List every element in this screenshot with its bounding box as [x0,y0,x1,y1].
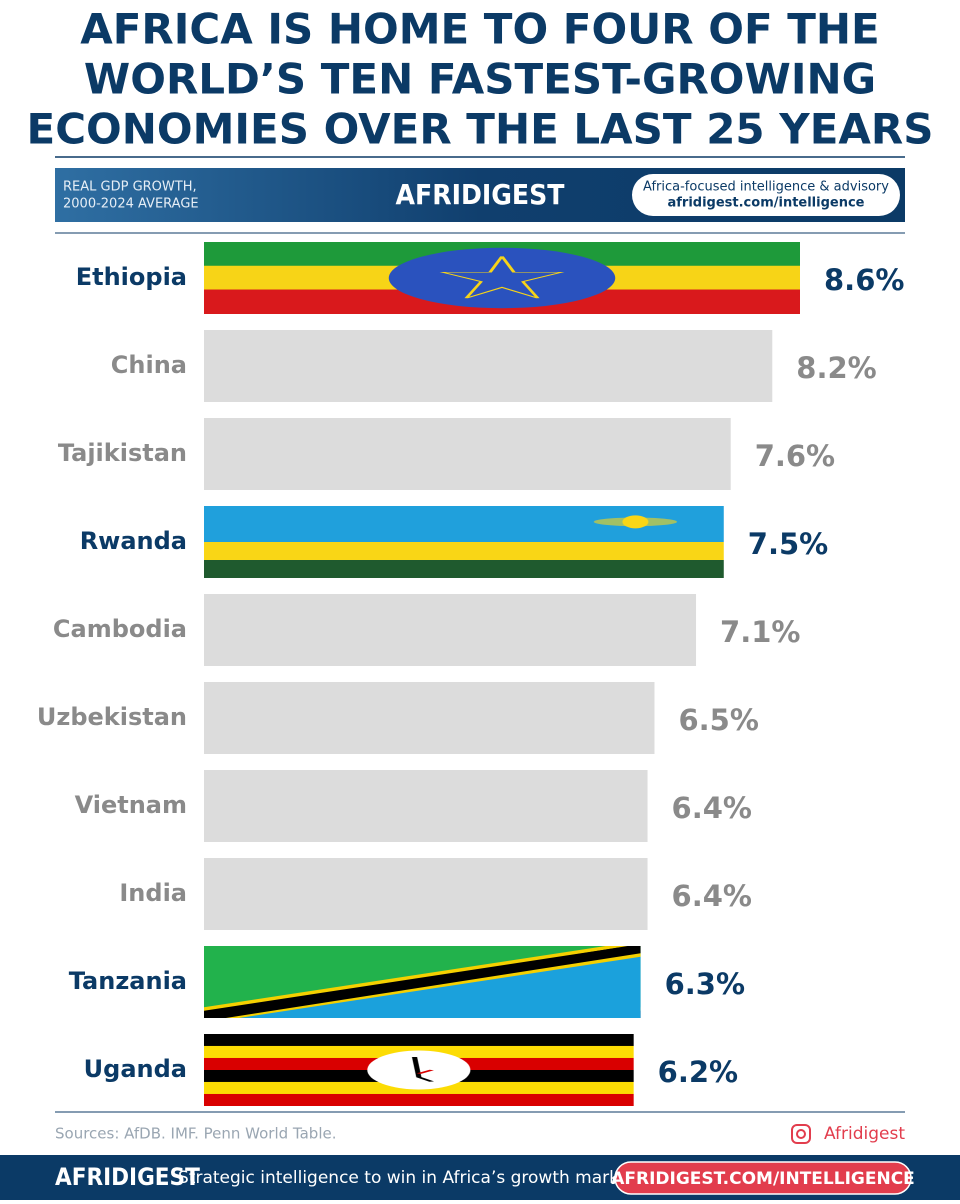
bar [204,770,648,842]
social: Afridigest [824,1124,905,1144]
category-label: China [111,351,187,379]
value-label: 7.6% [755,439,835,473]
value-label: 6.4% [672,791,752,825]
tagline-box [632,174,900,216]
bar [204,1034,634,1106]
bar [204,946,641,1018]
footer-brand: AFRIDIGEST [55,1163,200,1191]
category-label: Uganda [84,1055,187,1083]
category-label: Uzbekistan [37,703,187,731]
bar [204,330,773,402]
subtitle: REAL GDP GROWTH, [63,180,197,195]
bar [204,242,800,314]
subtitle: 2000-2024 AVERAGE [63,197,199,212]
tagline-url: afridigest.com/intelligence [667,196,864,211]
bar [204,418,731,490]
category-label: Tanzania [69,967,187,995]
bar [204,506,724,578]
title-line: AFRICA IS HOME TO FOUR OF THE [80,5,880,54]
value-label: 6.2% [658,1055,738,1089]
category-label: Ethiopia [76,263,187,291]
category-label: Cambodia [53,615,187,643]
url-pill[interactable] [614,1161,912,1195]
category-label: Vietnam [75,791,187,819]
bar [204,682,655,754]
value-label: 6.4% [672,879,752,913]
value-label: 6.3% [665,967,745,1001]
slogan: Strategic intelligence to win in Africa’… [178,1168,650,1188]
value-label: 7.1% [720,615,800,649]
instagram-icon [791,1124,811,1144]
bar [204,858,648,930]
bars: Ethiopia 8.6% China 8.2% Tajikistan 7.6% Rwand… [37,242,904,1106]
footer-url[interactable]: AFRIDIGEST.COM/INTELLIGENCE [611,1169,915,1189]
title-line: ECONOMIES OVER THE LAST 25 YEARS [27,105,934,154]
value-label: 7.5% [748,527,828,561]
category-label: Tajikistan [58,439,187,467]
tagline: Africa-focused intelligence & advisory [643,180,889,195]
category-label: Rwanda [80,527,187,555]
logo: AFRIDIGEST [396,178,566,211]
value-label: 6.5% [678,703,758,737]
instagram-icon [796,1129,806,1139]
bar [204,594,697,666]
value-label: 8.6% [824,263,904,297]
category-label: India [119,879,187,907]
title-line: WORLD’S TEN FASTEST-GROWING [84,55,876,104]
source: Sources: AfDB. IMF. Penn World Table. [55,1125,337,1143]
value-label: 8.2% [796,351,876,385]
